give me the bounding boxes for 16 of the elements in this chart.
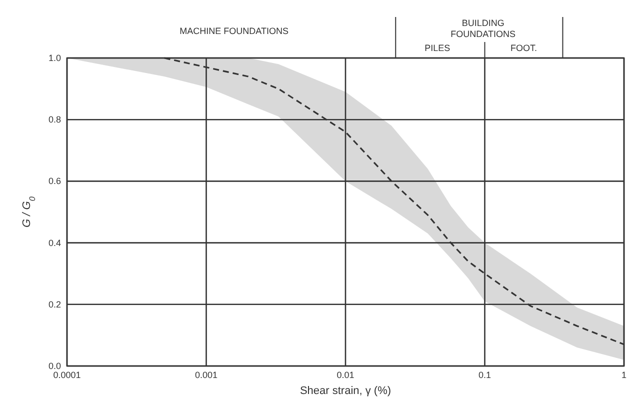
x-axis-title: Shear strain, γ (%)	[300, 385, 392, 397]
x-tick-label: 1	[621, 370, 627, 380]
text: FOOT.	[510, 43, 537, 53]
y-tick-label: 0.0	[48, 361, 61, 371]
y-tick-label: 0.2	[48, 299, 61, 310]
x-tick-label: 0.001	[194, 370, 218, 380]
text: MACHINE FOUNDATIONS	[180, 26, 289, 36]
x-tick-label: 0.01	[336, 370, 354, 380]
text: BUILDING FOUNDATIONS	[450, 18, 516, 39]
x-tick-label: 0.1	[478, 370, 492, 380]
y-tick-label: 1.0	[48, 53, 61, 63]
y-tick-label: 0.6	[48, 176, 61, 186]
y-tick-label: 0.4	[48, 238, 61, 248]
y-tick-label: 0.8	[48, 114, 61, 125]
x-tick-label: 0.0001	[53, 370, 81, 380]
text: PILES	[424, 43, 450, 53]
